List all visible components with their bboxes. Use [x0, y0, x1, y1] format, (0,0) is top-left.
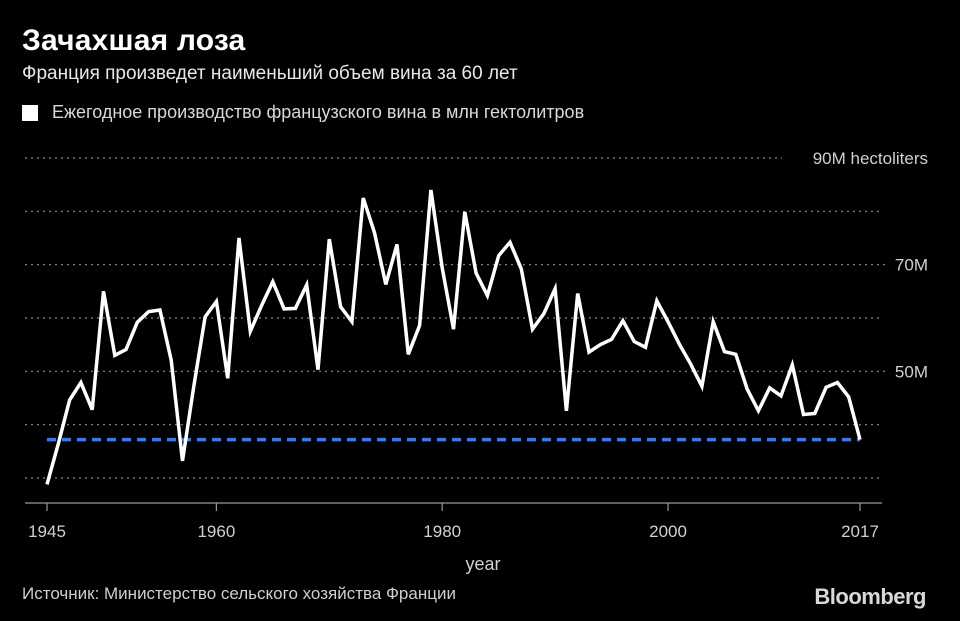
- bloomberg-logo: Bloomberg: [814, 584, 926, 609]
- y-tick-label: 70M: [895, 256, 928, 275]
- y-tick-label: 50M: [895, 362, 928, 381]
- legend: Ежегодное производство французского вина…: [22, 102, 584, 123]
- legend-label: Ежегодное производство французского вина…: [52, 102, 585, 122]
- x-axis-title: year: [465, 554, 500, 574]
- x-tick-label: 2000: [649, 522, 687, 541]
- gridlines: [25, 157, 885, 479]
- chart-title: Зачахшая лоза: [22, 24, 246, 57]
- y-axis-labels: 50M 70M 90M hectoliters: [813, 149, 928, 381]
- source-note: Источник: Министерство сельского хозяйст…: [22, 584, 456, 603]
- x-tick-label: 1960: [197, 522, 235, 541]
- x-axis: 1945 1960 1980 2000 2017: [25, 502, 882, 541]
- chart-subtitle: Франция произведет наименьший объем вина…: [22, 63, 518, 84]
- legend-swatch: [22, 104, 38, 121]
- x-tick-label: 1945: [28, 522, 66, 541]
- series-layer: [45, 189, 862, 485]
- x-tick-label: 2017: [841, 522, 879, 541]
- series-line: [45, 189, 862, 485]
- y-tick-label: 90M hectoliters: [813, 149, 928, 168]
- x-tick-label: 1980: [423, 522, 461, 541]
